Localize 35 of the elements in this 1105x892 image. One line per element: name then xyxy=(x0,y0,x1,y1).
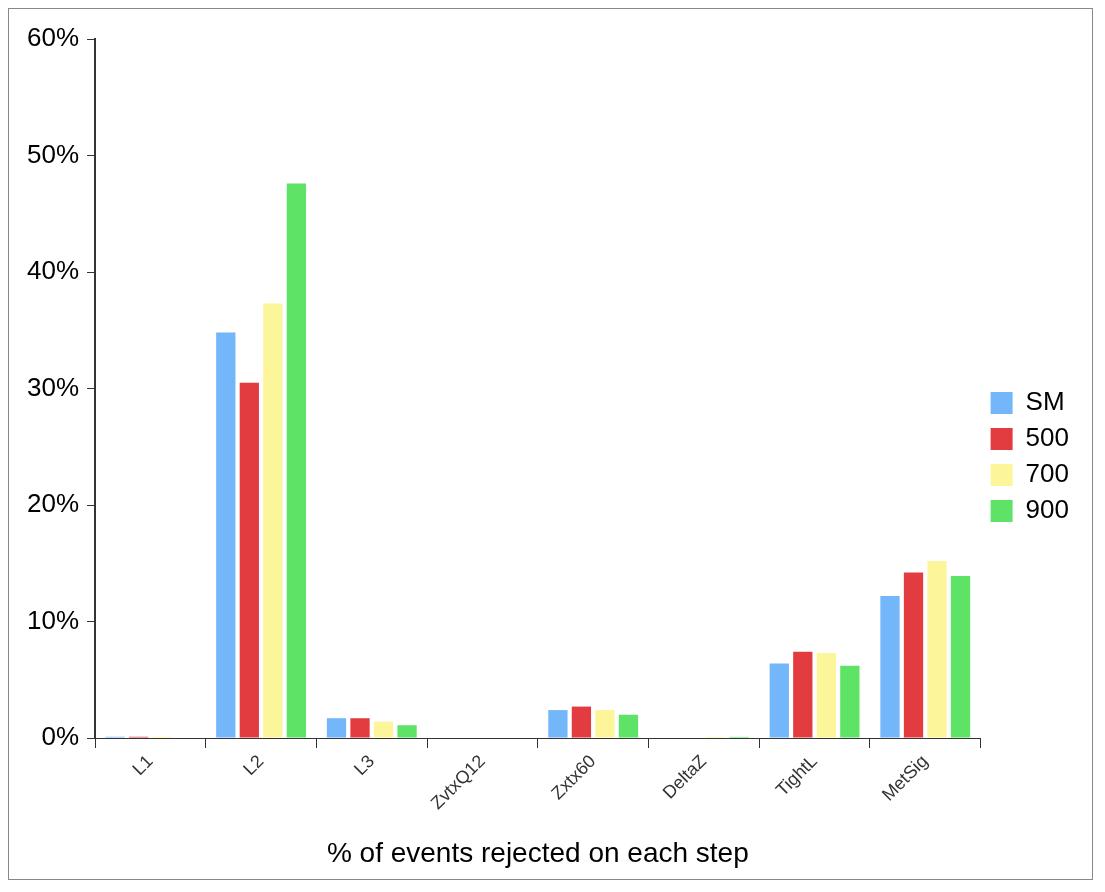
y-tick-label: 60% xyxy=(26,22,80,53)
y-tick-label: 20% xyxy=(26,488,80,519)
bar xyxy=(927,560,947,738)
bar xyxy=(618,714,639,738)
x-tick-label: L3 xyxy=(349,750,379,780)
bar xyxy=(373,721,394,738)
x-axis-title: % of events rejected on each step xyxy=(326,836,749,868)
bar xyxy=(397,725,417,738)
bar xyxy=(950,576,971,738)
bar xyxy=(263,303,283,738)
legend-label: 900 xyxy=(1025,494,1070,525)
x-tick-label: L2 xyxy=(239,750,268,780)
y-tick-label: 30% xyxy=(26,371,80,402)
bar xyxy=(548,710,568,738)
bar xyxy=(286,183,307,738)
bar xyxy=(903,572,924,738)
bar xyxy=(840,665,860,738)
bar xyxy=(239,382,259,738)
bar xyxy=(769,663,789,738)
y-tick-label: 10% xyxy=(26,604,80,635)
y-tick-label: 40% xyxy=(26,255,80,286)
bar xyxy=(595,710,615,738)
bar xyxy=(326,718,347,738)
legend-label: 500 xyxy=(1025,422,1070,453)
x-tick-label: L1 xyxy=(128,750,157,780)
bar xyxy=(216,332,236,738)
bar xyxy=(571,706,592,738)
y-tick-label: 50% xyxy=(26,138,80,169)
bar xyxy=(816,652,836,738)
bar xyxy=(350,718,370,738)
bar xyxy=(793,651,813,738)
legend-label: SM xyxy=(1025,386,1065,417)
bar xyxy=(880,595,900,738)
y-tick-label: 0% xyxy=(41,721,80,752)
legend-label: 700 xyxy=(1025,458,1070,489)
